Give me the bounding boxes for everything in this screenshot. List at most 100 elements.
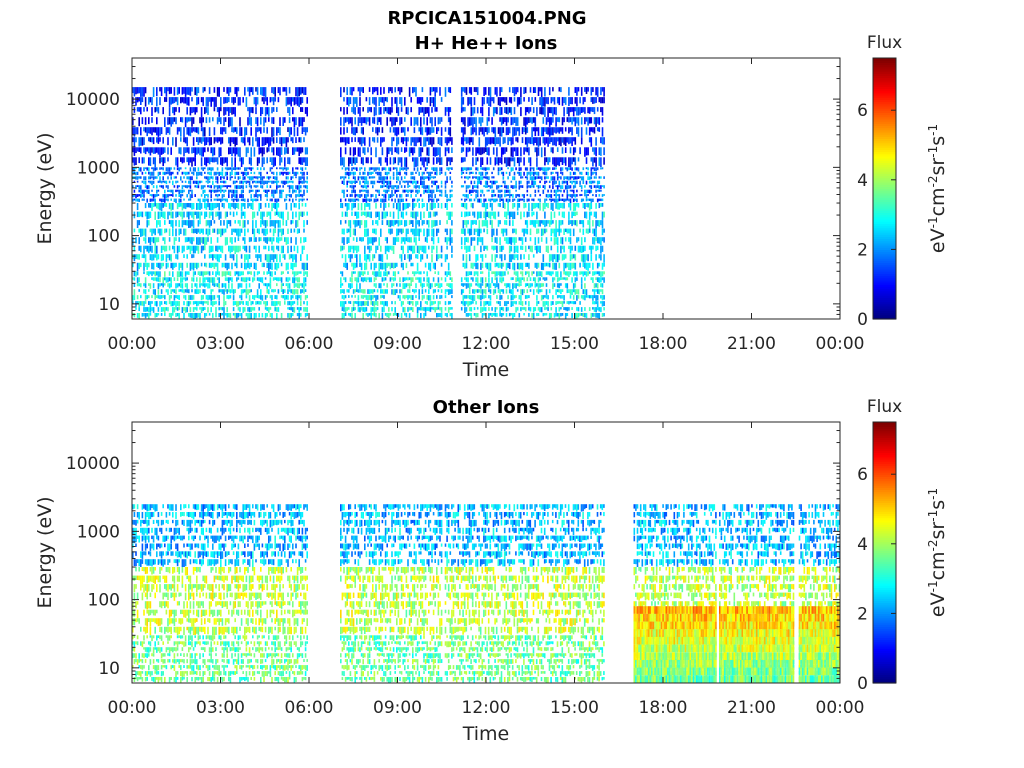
flux-cell [544,107,546,117]
flux-cell [545,271,548,275]
flux-cell [264,220,267,228]
flux-cell [197,220,200,227]
flux-cell [561,167,564,171]
flux-cell [277,147,280,156]
flux-cell [391,307,393,312]
flux-cell [539,277,541,281]
flux-cell [208,220,211,228]
flux-cell [213,107,216,112]
flux-cell [290,203,292,211]
flux-cell [276,313,278,319]
flux-cell [344,307,347,313]
flux-cell [372,117,374,124]
flux-cell [149,271,152,275]
flux-cell [148,185,150,189]
flux-cell [523,313,525,316]
flux-cell [164,271,166,277]
flux-cell [196,262,198,270]
flux-cell [266,271,268,275]
flux-cell [526,189,529,193]
flux-cell [204,87,206,92]
flux-cell [552,271,554,275]
flux-cell [359,194,361,198]
flux-cell [223,295,225,301]
flux-cell [373,295,376,298]
flux-cell [437,137,440,144]
flux-cell [473,185,476,188]
flux-cell [407,237,409,243]
flux-cell [547,301,549,307]
flux-cell [197,313,200,318]
flux-cell [558,211,561,216]
flux-cell [141,313,144,317]
flux-cell [220,117,222,125]
flux-cell [176,283,179,288]
flux-cell [232,313,235,316]
flux-cell [188,87,190,95]
flux-cell [202,87,204,93]
flux-cell [268,189,270,192]
flux-cell [253,194,256,198]
flux-cell [213,254,216,259]
flux-cell [298,189,300,194]
flux-cell [483,295,485,299]
flux-cell [418,171,420,176]
flux-cell [545,228,548,233]
flux-cell [412,87,414,94]
flux-cell [303,137,305,143]
flux-cell [343,107,345,115]
flux-cell [507,167,509,170]
flux-cell [378,171,380,176]
flux-cell [164,157,166,164]
flux-cell [218,117,220,122]
flux-cell [391,301,393,305]
flux-cell [357,307,360,312]
flux-cell [468,254,471,262]
flux-cell [296,167,299,170]
flux-cell [424,237,427,242]
flux-cell [189,185,192,189]
flux-cell [293,203,296,208]
flux-cell [404,167,406,170]
flux-cell [472,220,474,225]
flux-cell [258,313,260,318]
flux-cell [362,180,364,183]
flux-cell [561,127,564,134]
flux-cell [362,176,364,180]
flux-cell [428,147,430,157]
flux-cell [154,301,156,306]
flux-cell [372,301,374,306]
flux-cell [306,147,308,155]
flux-cell [239,307,241,312]
flux-cell [531,180,533,186]
flux-cell [539,283,541,288]
flux-cell [500,87,503,93]
flux-cell [434,167,436,172]
flux-cell [234,180,236,184]
flux-cell [301,194,304,198]
flux-cell [431,189,433,194]
flux-cell [513,301,516,304]
flux-cell [220,176,222,180]
flux-cell [496,228,498,236]
flux-cell [354,301,356,304]
flux-cell [160,180,163,184]
flux-cell [152,203,155,208]
flux-cell [199,198,201,203]
flux-cell [529,237,532,242]
flux-cell [138,157,140,164]
flux-cell [536,262,538,269]
flux-cell [274,189,276,194]
flux-cell [138,176,140,179]
flux-cell [287,147,289,154]
flux-cell [428,220,430,228]
flux-cell [526,185,529,189]
flux-cell [513,245,516,254]
flux-cell [439,283,441,289]
flux-cell [534,262,537,268]
flux-cell [520,295,522,301]
flux-cell [146,211,148,220]
flux-cell [476,295,479,299]
flux-cell [388,107,390,115]
flux-cell [242,245,244,250]
